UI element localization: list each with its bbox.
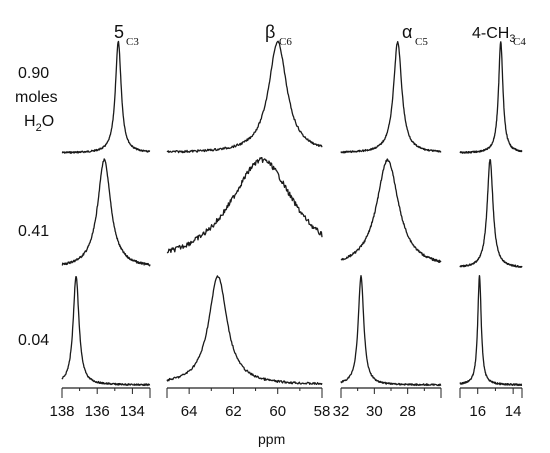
spectrum-trace-3-1 — [340, 40, 442, 154]
x-tick-label: 58 — [314, 403, 331, 420]
x-tick-label: 28 — [399, 403, 416, 420]
x-tick-label: 136 — [85, 403, 110, 420]
spectrum-trace-3-3 — [340, 274, 442, 387]
row-label-moles: moles — [15, 89, 58, 106]
panel-label-4-ch3: 4-CH3 — [472, 25, 515, 45]
x-tick-label: 30 — [366, 403, 383, 420]
x-tick-label: 32 — [333, 403, 350, 420]
spectrum-trace-4-2 — [459, 158, 523, 268]
x-tick-label: 60 — [269, 403, 286, 420]
x-tick-label: 64 — [181, 403, 198, 420]
spectra-layer: 138 136 134 64 62 60 58 32 30 28 16 14 — [49, 40, 523, 420]
spectrum-trace-4-3 — [459, 275, 523, 387]
panel-label-4-ch3-sub: 3 — [509, 33, 515, 45]
x-tick-label: 16 — [469, 403, 486, 420]
carbon-label-c6: C6 — [279, 36, 292, 48]
spectrum-trace-2-1 — [166, 40, 323, 154]
x-tick-label: 138 — [49, 403, 74, 420]
spectrum-trace-4-1 — [459, 41, 523, 154]
row-label-0-90: 0.90 — [18, 65, 49, 82]
carbon-label-c4: C4 — [513, 36, 526, 48]
spectrum-trace-1-2 — [61, 158, 151, 267]
carbon-label-c3: C3 — [126, 36, 139, 48]
x-tick-label: 14 — [505, 403, 522, 420]
x-tick-label: 62 — [225, 403, 242, 420]
panel-label-alpha: α — [402, 22, 412, 42]
panel-label-beta: β — [265, 22, 275, 42]
spectrum-trace-3-2 — [340, 158, 442, 263]
spectrum-trace-2-2 — [166, 157, 323, 254]
spectrum-trace-1-1 — [61, 40, 151, 154]
row-label-0-04: 0.04 — [18, 332, 49, 349]
panel-label-5: 5 — [114, 22, 124, 42]
x-tick-label: 134 — [120, 403, 145, 420]
spectrum-trace-1-3 — [61, 276, 151, 387]
carbon-label-c5: C5 — [415, 36, 428, 48]
x-axis-label: ppm — [258, 431, 285, 447]
spectrum-trace-2-3 — [166, 275, 323, 386]
row-label-h2o: H2O — [24, 113, 54, 134]
panel-label-4-ch3-main: 4-CH — [472, 25, 509, 42]
row-label-0-41: 0.41 — [18, 223, 49, 240]
